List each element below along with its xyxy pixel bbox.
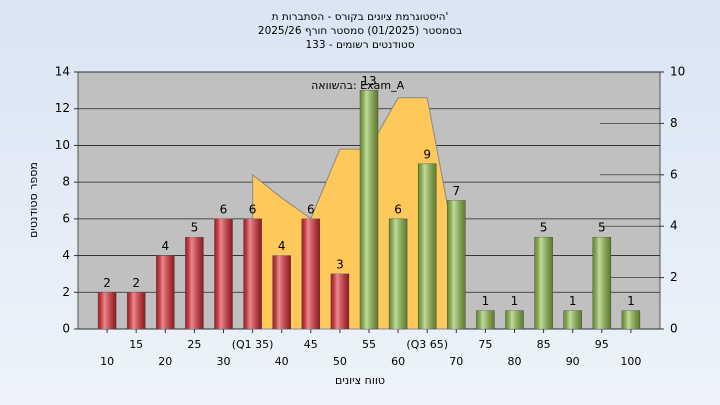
x-tick-label: 55 bbox=[362, 338, 376, 351]
x-tick-label: 45 bbox=[304, 338, 318, 351]
bar-shine bbox=[272, 255, 291, 329]
x-tick-label: 75 bbox=[478, 338, 492, 351]
value-label: 6 bbox=[394, 202, 402, 216]
y-tick-label: 4 bbox=[62, 248, 70, 262]
value-label: 9 bbox=[423, 147, 431, 161]
y2-tick-label: 10 bbox=[670, 65, 685, 79]
value-label: 6 bbox=[249, 202, 257, 216]
value-label: 1 bbox=[511, 294, 519, 308]
overlay-label: בהשוואה: Exam_A bbox=[311, 79, 404, 92]
value-label: 4 bbox=[161, 239, 169, 253]
value-label: 13 bbox=[361, 74, 376, 88]
y-tick-label: 12 bbox=[55, 101, 70, 115]
value-label: 2 bbox=[132, 276, 140, 290]
title-line: היסטוגרמת ציונים בקורס - הסתברות ת' bbox=[272, 11, 449, 23]
value-label: 5 bbox=[191, 221, 199, 235]
y-tick-label: 6 bbox=[62, 211, 70, 225]
bar-shine bbox=[621, 310, 640, 329]
x-tick-label: 100 bbox=[620, 355, 641, 368]
value-label: 7 bbox=[452, 184, 460, 198]
bar-shine bbox=[447, 200, 466, 329]
value-label: 6 bbox=[220, 202, 228, 216]
x-tick-label: 25 bbox=[187, 338, 201, 351]
y2-tick-label: 8 bbox=[670, 116, 678, 130]
y-tick-label: 2 bbox=[62, 285, 70, 299]
value-label: 3 bbox=[336, 257, 344, 271]
x-tick-label: 95 bbox=[595, 338, 609, 351]
bar-shine bbox=[127, 292, 146, 329]
value-label: 5 bbox=[598, 221, 606, 235]
bar-shine bbox=[156, 255, 175, 329]
bar-shine bbox=[243, 218, 262, 329]
value-label: 1 bbox=[569, 294, 577, 308]
y2-tick-label: 4 bbox=[670, 219, 678, 233]
x-tick-label: 20 bbox=[158, 355, 172, 368]
value-label: 1 bbox=[627, 294, 635, 308]
bar-shine bbox=[330, 273, 349, 329]
x-tick-label: 15 bbox=[129, 338, 143, 351]
value-label: 5 bbox=[540, 221, 548, 235]
bar-shine bbox=[563, 310, 582, 329]
bar-shine bbox=[389, 218, 408, 329]
x-tick-label: 80 bbox=[508, 355, 522, 368]
bar-shine bbox=[418, 163, 437, 329]
bar-shine bbox=[505, 310, 524, 329]
y-tick-label: 0 bbox=[62, 322, 70, 336]
x-tick-label: 50 bbox=[333, 355, 347, 368]
x-tick-label: 60 bbox=[391, 355, 405, 368]
value-label: 4 bbox=[278, 239, 286, 253]
bar-shine bbox=[301, 218, 320, 329]
y-tick-label: 8 bbox=[62, 175, 70, 189]
x-tick-label: 10 bbox=[100, 355, 114, 368]
bar-shine bbox=[592, 237, 611, 329]
x-tick-label: 85 bbox=[537, 338, 551, 351]
x-tick-label: 30 bbox=[217, 355, 231, 368]
y2-tick-label: 2 bbox=[670, 270, 678, 284]
title-line: סטודנטים רשומים - 133 bbox=[305, 39, 414, 51]
y-tick-label: 10 bbox=[55, 138, 70, 152]
bar-shine bbox=[534, 237, 553, 329]
bar-shine bbox=[214, 218, 233, 329]
y2-tick-label: 6 bbox=[670, 167, 678, 181]
bar-shine bbox=[98, 292, 117, 329]
value-label: 1 bbox=[482, 294, 490, 308]
value-label: 2 bbox=[103, 276, 111, 290]
bar-shine bbox=[185, 237, 204, 329]
y-axis-label: מספר סטודנטים bbox=[27, 162, 40, 238]
bar-shine bbox=[360, 90, 378, 329]
x-tick-label: 90 bbox=[566, 355, 580, 368]
title-line: בסמסטר (01/2025) סמסטר חורף 2025/26 bbox=[258, 25, 462, 37]
y-tick-label: 14 bbox=[55, 65, 70, 79]
bar-shine bbox=[476, 310, 495, 329]
x-tick-label: 40 bbox=[275, 355, 289, 368]
x-axis-label: טווח ציונים bbox=[335, 374, 385, 387]
x-tick-label: (Q3 65) bbox=[406, 338, 448, 351]
value-label: 6 bbox=[307, 202, 315, 216]
x-tick-label: 70 bbox=[449, 355, 463, 368]
x-tick-label: (Q1 35) bbox=[232, 338, 274, 351]
y2-tick-label: 0 bbox=[670, 322, 678, 336]
